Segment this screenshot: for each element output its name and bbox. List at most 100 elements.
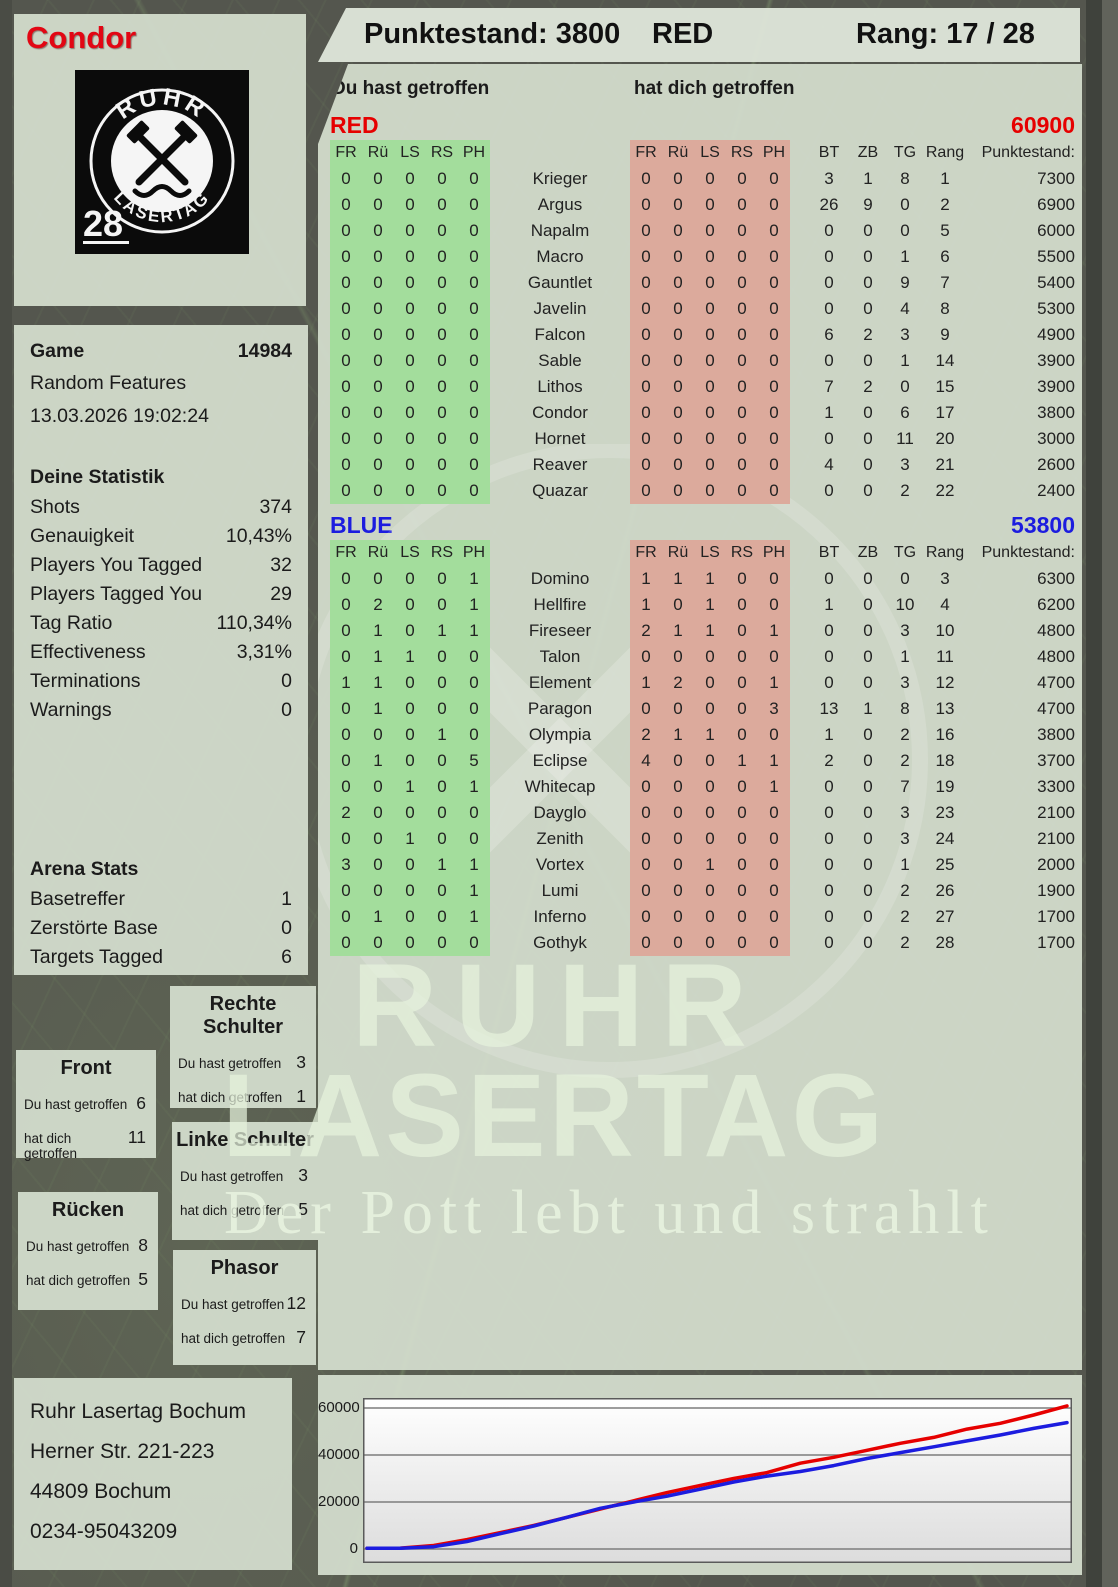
player-row: 0 1 0 0 0 Paragon 0 0 0 0 3 13 1 8 13 4700 [330, 696, 1075, 722]
stat-cell: 0 [863, 829, 873, 848]
hit-you-cell: 0 [394, 852, 426, 878]
column-header: FR [630, 540, 662, 566]
stat-value: 6 [281, 946, 292, 968]
stat-cell: 0 [863, 621, 873, 640]
y-axis-tick: 20000 [318, 1493, 360, 1510]
spacer [790, 904, 810, 930]
hit-you-cell: 0 [394, 618, 426, 644]
svg-text:28: 28 [83, 203, 123, 244]
hit-you-cell: 0 [330, 166, 362, 192]
hit-by-cell: 0 [694, 670, 726, 696]
bodypart-them-label: hat dich getroffen [24, 1131, 78, 1161]
bodypart-title: Rücken [51, 1199, 125, 1221]
stat-cell: 2 [900, 725, 910, 744]
column-header-row: FR Rü LS RS PH FR Rü LS RS PH BT ZB TG Rang Punktestan… [330, 540, 1075, 566]
spacer [790, 218, 810, 244]
hit-by-cell: 1 [694, 722, 726, 748]
hit-by-cell: 0 [726, 930, 758, 956]
hit-by-cell: 0 [758, 592, 790, 618]
stat-cell: 0 [863, 855, 873, 874]
bodypart-them-value: 7 [296, 1327, 306, 1347]
hit-by-cell: 0 [726, 618, 758, 644]
player-row: 0 0 0 0 0 Hornet 0 0 0 0 0 0 0 11 20 3000 [330, 426, 1075, 452]
scoreboard-panel: Du hast getroffen hat dich getroffen RED… [318, 64, 1082, 1370]
stat-cell: 16 [935, 725, 955, 744]
hit-you-cell: 0 [394, 722, 426, 748]
hit-by-cell: 0 [630, 904, 662, 930]
hit-by-cell: 0 [726, 852, 758, 878]
player-row: 0 1 0 0 5 Eclipse 4 0 0 1 1 2 0 2 18 3700 [330, 748, 1075, 774]
player-name: Fireseer [528, 621, 592, 640]
hit-you-cell: 0 [330, 748, 362, 774]
player-row: 0 1 0 1 1 Fireseer 2 1 1 0 1 0 0 3 10 4800 [330, 618, 1075, 644]
hit-you-cell: 0 [394, 426, 426, 452]
hit-you-cell: 0 [362, 166, 394, 192]
hit-by-cell: 0 [726, 478, 758, 504]
hit-by-cell: 0 [630, 244, 662, 270]
hit-by-cell: 0 [758, 296, 790, 322]
hit-you-cell: 0 [426, 270, 458, 296]
column-header: BT [818, 544, 840, 561]
player-row: 2 0 0 0 0 Dayglo 0 0 0 0 0 0 0 3 23 2100 [330, 800, 1075, 826]
column-header: PH [458, 540, 490, 566]
hit-by-cell: 0 [630, 166, 662, 192]
stat-cell: 0 [824, 881, 834, 900]
hit-column-labels: Du hast getroffen hat dich getroffen [330, 78, 1082, 104]
player-name: Macro [536, 247, 584, 266]
stat-cell: 0 [824, 429, 834, 448]
bodypart-them-label: hat dich getroffen [180, 1203, 285, 1218]
hit-by-cell: 0 [662, 904, 694, 930]
stat-row: Players You Tagged 32 [30, 551, 292, 580]
hit-by-cell: 0 [694, 374, 726, 400]
column-header: LS [694, 540, 726, 566]
stat-cell: 2 [863, 325, 873, 344]
hit-by-cell: 2 [662, 670, 694, 696]
team-name-label: RED [330, 111, 379, 138]
hit-you-cell: 0 [426, 452, 458, 478]
hit-you-cell: 0 [394, 322, 426, 348]
hit-by-cell: 0 [758, 348, 790, 374]
stat-cell: 21 [935, 455, 955, 474]
hit-you-cell: 3 [330, 852, 362, 878]
points-cell: 2100 [1037, 803, 1075, 822]
stat-cell: 7 [940, 273, 950, 292]
player-name: Gothyk [533, 933, 587, 952]
stat-label: Effectiveness [30, 641, 146, 663]
hit-you-cell: 0 [394, 218, 426, 244]
stat-cell: 26 [819, 195, 839, 214]
hit-by-cell: 0 [630, 192, 662, 218]
hit-you-cell: 0 [458, 348, 490, 374]
bodypart-title: Front [60, 1057, 112, 1079]
hit-by-cell: 0 [758, 218, 790, 244]
stat-value: 1 [281, 888, 292, 910]
hit-by-cell: 0 [662, 878, 694, 904]
hit-by-cell: 0 [726, 644, 758, 670]
points-cell: 5500 [1037, 247, 1075, 266]
hit-you-cell: 0 [426, 748, 458, 774]
hit-by-cell: 1 [662, 722, 694, 748]
hit-by-cell: 0 [758, 566, 790, 592]
hit-you-cell: 0 [458, 270, 490, 296]
hit-by-label: hat dich getroffen [634, 78, 795, 99]
hit-by-cell: 0 [758, 452, 790, 478]
hit-by-cell: 0 [630, 774, 662, 800]
column-header: Punktestand: [981, 144, 1075, 161]
column-header: FR [630, 140, 662, 166]
hit-you-cell: 0 [362, 426, 394, 452]
venue-phone: 0234-95043209 [30, 1520, 178, 1543]
stat-label: Terminations [30, 670, 141, 692]
stat-cell: 0 [863, 907, 873, 926]
hit-by-cell: 0 [662, 348, 694, 374]
column-header: RS [426, 140, 458, 166]
hit-you-cell: 0 [394, 296, 426, 322]
stat-cell: 1 [824, 595, 834, 614]
hit-you-cell: 1 [426, 618, 458, 644]
team-name-label: BLUE [330, 511, 393, 538]
player-row: 0 1 1 0 0 Talon 0 0 0 0 0 0 0 1 11 4800 [330, 644, 1075, 670]
hit-you-cell: 1 [458, 566, 490, 592]
hit-by-cell: 0 [726, 400, 758, 426]
stat-cell: 0 [863, 725, 873, 744]
column-header: Rü [362, 540, 394, 566]
hit-you-cell: 0 [362, 800, 394, 826]
